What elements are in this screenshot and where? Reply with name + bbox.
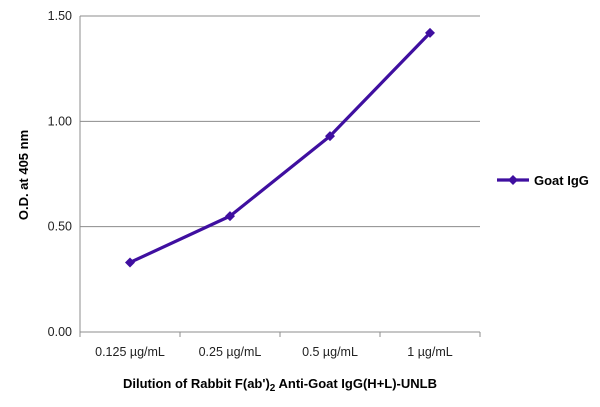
data-point-marker [125,257,135,268]
series-line [129,31,432,264]
x-axis-title-subscript: 2 [270,383,276,394]
data-markers [125,27,435,268]
series-lines [129,31,432,264]
x-axis-title-part-2: Anti-Goat IgG(H+L)-UNLB [275,376,437,391]
y-tick-label: 1.00 [48,114,72,128]
gridlines [80,15,480,228]
x-tick-label: 1 µg/mL [407,345,452,359]
legend: Goat IgG [497,173,589,188]
y-tick-label: 1.50 [48,9,72,23]
data-point-marker [325,131,335,142]
y-tick-labels: 0.00 0.50 1.00 1.50 [48,9,72,339]
y-tick-label: 0.50 [48,220,72,234]
y-axis-title: O.D. at 405 nm [16,130,31,220]
x-tick-label: 0.125 µg/mL [95,345,165,359]
x-tick-labels: 0.125 µg/mL 0.25 µg/mL 0.5 µg/mL 1 µg/mL [95,345,453,359]
data-point-marker [225,211,235,222]
data-point-marker [425,27,435,38]
x-axis-title-part-1: Dilution of Rabbit F(ab') [123,376,270,391]
axes [79,16,481,337]
y-tick-label: 0.00 [48,325,72,339]
legend-marker [508,175,518,185]
legend-label: Goat IgG [534,173,589,188]
x-axis-title: Dilution of Rabbit F(ab')2 Anti-Goat IgG… [123,376,437,394]
x-tick-label: 0.5 µg/mL [302,345,358,359]
x-tick-label: 0.25 µg/mL [199,345,262,359]
